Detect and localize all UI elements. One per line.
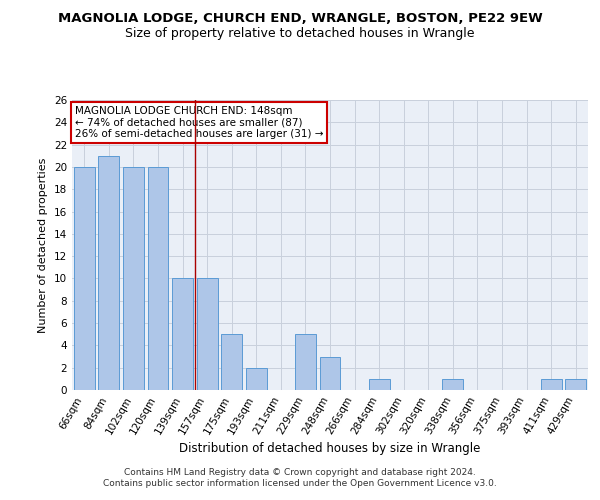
Bar: [123, 167, 144, 390]
Bar: [541, 379, 562, 390]
Bar: [295, 334, 316, 390]
Bar: [565, 379, 586, 390]
Bar: [320, 356, 340, 390]
Bar: [148, 167, 169, 390]
Text: MAGNOLIA LODGE CHURCH END: 148sqm
← 74% of detached houses are smaller (87)
26% : MAGNOLIA LODGE CHURCH END: 148sqm ← 74% …: [74, 106, 323, 139]
Text: Contains HM Land Registry data © Crown copyright and database right 2024.
Contai: Contains HM Land Registry data © Crown c…: [103, 468, 497, 487]
Y-axis label: Number of detached properties: Number of detached properties: [38, 158, 49, 332]
Bar: [98, 156, 119, 390]
X-axis label: Distribution of detached houses by size in Wrangle: Distribution of detached houses by size …: [179, 442, 481, 455]
Bar: [442, 379, 463, 390]
Bar: [197, 278, 218, 390]
Bar: [368, 379, 389, 390]
Text: Size of property relative to detached houses in Wrangle: Size of property relative to detached ho…: [125, 28, 475, 40]
Bar: [172, 278, 193, 390]
Bar: [221, 334, 242, 390]
Bar: [74, 167, 95, 390]
Text: MAGNOLIA LODGE, CHURCH END, WRANGLE, BOSTON, PE22 9EW: MAGNOLIA LODGE, CHURCH END, WRANGLE, BOS…: [58, 12, 542, 26]
Bar: [246, 368, 267, 390]
